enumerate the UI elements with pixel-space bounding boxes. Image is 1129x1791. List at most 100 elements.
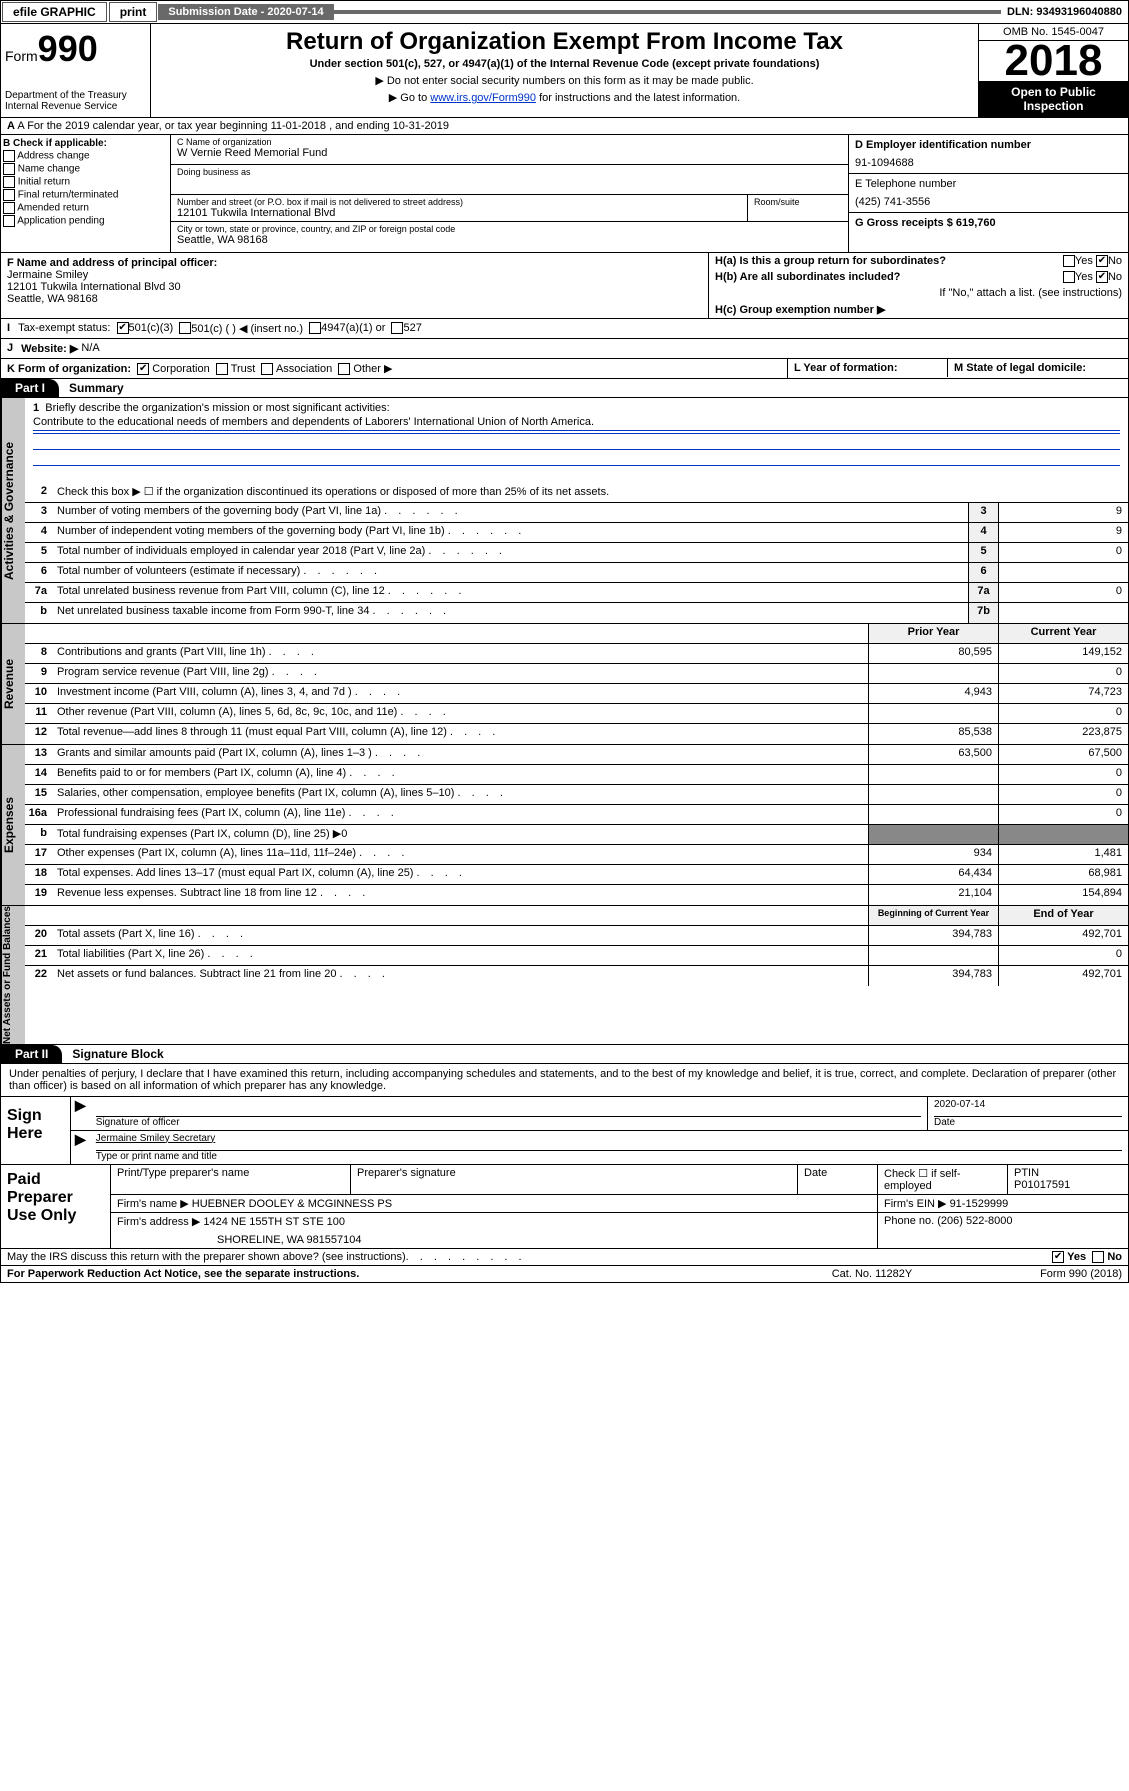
part1-tab: Part I xyxy=(1,379,59,397)
line-15: 15Salaries, other compensation, employee… xyxy=(25,785,1128,805)
declaration: Under penalties of perjury, I declare th… xyxy=(0,1064,1129,1097)
line-13: 13Grants and similar amounts paid (Part … xyxy=(25,745,1128,765)
hb-no[interactable]: ✔ xyxy=(1096,271,1108,283)
sign-here: Sign Here ▶ Signature of officer 2020-07… xyxy=(0,1097,1129,1165)
open-public: Open to Public Inspection xyxy=(979,81,1128,117)
part2-header: Part II Signature Block xyxy=(0,1045,1129,1064)
line-20: 20Total assets (Part X, line 16) . . . .… xyxy=(25,926,1128,946)
chk-501c3[interactable]: ✔ xyxy=(117,322,129,334)
chk-final[interactable] xyxy=(3,189,15,201)
form-subtitle: Under section 501(c), 527, or 4947(a)(1)… xyxy=(155,58,974,70)
firm-addr1: 1424 NE 155TH ST STE 100 xyxy=(203,1216,345,1228)
irs-link[interactable]: www.irs.gov/Form990 xyxy=(430,92,536,104)
expenses-section: Expenses 13Grants and similar amounts pa… xyxy=(0,745,1129,906)
sign-here-label: Sign Here xyxy=(1,1097,71,1164)
dba-row: Doing business as xyxy=(171,165,848,195)
paid-prep-label: Paid Preparer Use Only xyxy=(1,1165,111,1248)
chk-corp[interactable]: ✔ xyxy=(137,363,149,375)
line-b: bTotal fundraising expenses (Part IX, co… xyxy=(25,825,1128,845)
line-22: 22Net assets or fund balances. Subtract … xyxy=(25,966,1128,986)
firm-addr2: SHORELINE, WA 981557104 xyxy=(217,1234,871,1246)
chk-4947[interactable] xyxy=(309,322,321,334)
chk-501c[interactable] xyxy=(179,322,191,334)
line-7a: 7aTotal unrelated business revenue from … xyxy=(25,583,1128,603)
na-header: Beginning of Current Year End of Year xyxy=(25,906,1128,926)
tax-year: 2018 xyxy=(979,41,1128,81)
form-ref: Form 990 (2018) xyxy=(972,1268,1122,1280)
vtab-revenue: Revenue xyxy=(1,624,25,744)
pointer-2: ▶ Go to www.irs.gov/Form990 for instruct… xyxy=(155,91,974,104)
pointer-1: ▶ Do not enter social security numbers o… xyxy=(155,74,974,87)
netassets-section: Net Assets or Fund Balances Beginning of… xyxy=(0,906,1129,1045)
section-f-h: F Name and address of principal officer:… xyxy=(0,253,1129,319)
city-row: City or town, state or province, country… xyxy=(171,222,848,252)
firm-phone: (206) 522-8000 xyxy=(937,1215,1012,1227)
mission-text: Contribute to the educational needs of m… xyxy=(33,414,1120,431)
efile-btn[interactable]: efile GRAPHIC xyxy=(2,2,107,22)
line-9: 9Program service revenue (Part VIII, lin… xyxy=(25,664,1128,684)
governance-section: Activities & Governance 1 Briefly descri… xyxy=(0,398,1129,624)
arrow-icon: ▶ xyxy=(71,1097,90,1130)
line-b: bNet unrelated business taxable income f… xyxy=(25,603,1128,623)
tel-row: E Telephone number (425) 741-3556 xyxy=(849,174,1128,213)
paperwork-notice: For Paperwork Reduction Act Notice, see … xyxy=(7,1268,772,1280)
chk-amended[interactable] xyxy=(3,202,15,214)
footer: For Paperwork Reduction Act Notice, see … xyxy=(0,1266,1129,1283)
firm-ein: 91-1529999 xyxy=(950,1198,1009,1210)
line-16a: 16aProfessional fundraising fees (Part I… xyxy=(25,805,1128,825)
part2-tab: Part II xyxy=(1,1045,62,1063)
vtab-expenses: Expenses xyxy=(1,745,25,905)
chk-address[interactable] xyxy=(3,150,15,162)
ha-yes[interactable] xyxy=(1063,255,1075,267)
line-11: 11Other revenue (Part VIII, column (A), … xyxy=(25,704,1128,724)
addr-cell: Number and street (or P.O. box if mail i… xyxy=(171,195,748,221)
section-b-to-g: B Check if applicable: Address change Na… xyxy=(0,135,1129,253)
chk-trust[interactable] xyxy=(216,363,228,375)
mission-box: 1 Briefly describe the organization's mi… xyxy=(25,398,1128,483)
discuss-row: May the IRS discuss this return with the… xyxy=(0,1249,1129,1266)
chk-pending[interactable] xyxy=(3,215,15,227)
ha-no[interactable]: ✔ xyxy=(1096,255,1108,267)
chk-name[interactable] xyxy=(3,163,15,175)
chk-527[interactable] xyxy=(391,322,403,334)
col-h: H(a) Is this a group return for subordin… xyxy=(708,253,1128,318)
form-number: Form990 xyxy=(5,28,146,70)
part1-header: Part I Summary xyxy=(0,379,1129,398)
cat-no: Cat. No. 11282Y xyxy=(772,1268,972,1280)
spacer xyxy=(334,10,1001,14)
paid-preparer: Paid Preparer Use Only Print/Type prepar… xyxy=(0,1165,1129,1249)
hb-yes[interactable] xyxy=(1063,271,1075,283)
org-name-row: C Name of organization W Vernie Reed Mem… xyxy=(171,135,848,165)
chk-assoc[interactable] xyxy=(261,363,273,375)
firm-name: HUEBNER DOOLEY & MCGINNESS PS xyxy=(192,1198,392,1210)
sign-date: 2020-07-14 xyxy=(934,1099,1122,1117)
ein-row: D Employer identification number 91-1094… xyxy=(849,135,1128,174)
self-emp-check[interactable]: Check ☐ if self-employed xyxy=(878,1165,1008,1194)
line-3: 3Number of voting members of the governi… xyxy=(25,503,1128,523)
line-14: 14Benefits paid to or for members (Part … xyxy=(25,765,1128,785)
form-title: Return of Organization Exempt From Incom… xyxy=(155,28,974,56)
line-10: 10Investment income (Part VIII, column (… xyxy=(25,684,1128,704)
ptin: P01017591 xyxy=(1014,1179,1070,1191)
print-btn[interactable]: print xyxy=(109,2,158,22)
col-b: B Check if applicable: Address change Na… xyxy=(1,135,171,252)
rev-header: Prior Year Current Year xyxy=(25,624,1128,644)
vtab-governance: Activities & Governance xyxy=(1,398,25,623)
chk-other[interactable] xyxy=(338,363,350,375)
gross-row: G Gross receipts $ 619,760 xyxy=(849,213,1128,233)
org-name: W Vernie Reed Memorial Fund xyxy=(177,147,842,159)
line-4: 4Number of independent voting members of… xyxy=(25,523,1128,543)
arrow-icon: ▶ xyxy=(71,1131,90,1164)
chk-initial[interactable] xyxy=(3,176,15,188)
line-18: 18Total expenses. Add lines 13–17 (must … xyxy=(25,865,1128,885)
tax-exempt-row: I Tax-exempt status: ✔ 501(c)(3) 501(c) … xyxy=(0,319,1129,339)
line-19: 19Revenue less expenses. Subtract line 1… xyxy=(25,885,1128,905)
discuss-yes[interactable]: ✔ xyxy=(1052,1251,1064,1263)
form-org-row: K Form of organization: ✔ Corporation Tr… xyxy=(0,359,1129,379)
row-a: A A For the 2019 calendar year, or tax y… xyxy=(0,118,1129,135)
submission-date: Submission Date - 2020-07-14 xyxy=(158,4,333,20)
line-21: 21Total liabilities (Part X, line 26) . … xyxy=(25,946,1128,966)
form-header: Form990 Department of the Treasury Inter… xyxy=(0,24,1129,118)
line-2: 2Check this box ▶ ☐ if the organization … xyxy=(25,483,1128,503)
discuss-no[interactable] xyxy=(1092,1251,1104,1263)
